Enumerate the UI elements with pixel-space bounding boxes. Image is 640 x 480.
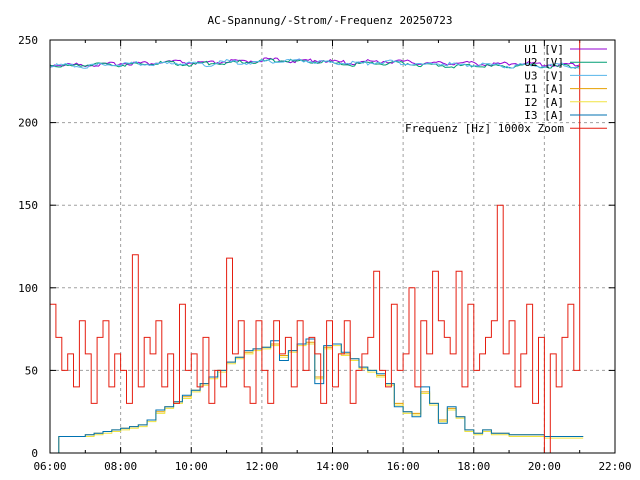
legend-label: I1 [A] [524,83,564,96]
series-line-5 [50,338,584,454]
x-tick-label: 16:00 [387,460,420,473]
x-tick-label: 12:00 [245,460,278,473]
x-tick-label: 18:00 [457,460,490,473]
x-tick-label: 06:00 [33,460,66,473]
y-tick-label: 0 [31,447,38,460]
legend-label: Frequenz [Hz] 1000x Zoom [405,122,564,135]
y-tick-label: 100 [18,282,38,295]
legend-label: U1 [V] [524,43,564,56]
legend-label: I2 [A] [524,96,564,109]
y-tick-label: 50 [25,364,38,377]
legend-label: U3 [V] [524,69,564,82]
x-tick-label: 08:00 [104,460,137,473]
chart-title: AC-Spannung/-Strom/-Frequenz 20250723 [207,14,452,27]
series-line-2 [49,58,580,69]
axis-ticks: 06:00 08:00 10:00 12:00 14:00 16:00 18:00 20:00… [18,34,631,473]
series-line-4 [50,343,584,454]
plot-border [49,39,616,454]
y-tick-label: 150 [18,199,38,212]
x-tick-label: 20:00 [528,460,561,473]
y-tick-label: 250 [18,34,38,47]
plot-area [49,39,584,454]
series-line-6 [50,39,584,454]
legend: U1 [V]U2 [V]U3 [V]I1 [A]I2 [A]I3 [A]Freq… [405,43,607,135]
legend-label: I3 [A] [524,109,564,122]
series-line-3 [50,341,584,454]
x-tick-label: 22:00 [598,460,631,473]
grid [50,40,615,453]
legend-label: U2 [V] [524,56,564,69]
x-tick-label: 10:00 [175,460,208,473]
x-tick-label: 14:00 [316,460,349,473]
y-tick-label: 200 [18,117,38,130]
